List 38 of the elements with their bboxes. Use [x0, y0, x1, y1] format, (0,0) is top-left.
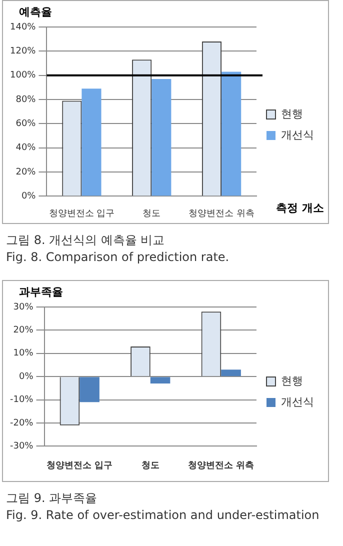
x-tick-label: 청양변전소 입구	[48, 208, 115, 219]
y-tick-label: 120%	[10, 46, 36, 57]
x-tick-label: 청양변전소 위측	[188, 208, 254, 219]
y-axis-title: 과부족율	[19, 285, 63, 298]
legend-label: 현행	[281, 374, 303, 388]
y-tick-label: 30%	[13, 302, 34, 312]
x-tick-label: 청도	[141, 460, 160, 471]
y-tick-label: 140%	[10, 22, 36, 32]
legend-label: 개선식	[281, 128, 314, 142]
bar	[80, 377, 100, 402]
caption: Fig. 8. Comparison of prediction rate.	[6, 249, 230, 266]
x-tick-label: 청양변전소 입구	[46, 460, 113, 471]
y-tick-label: 10%	[13, 348, 34, 359]
y-tick-label: 100%	[10, 70, 36, 81]
y-tick-label: -30%	[10, 442, 34, 452]
caption: 그림 8. 개선식의 예측율 비교	[6, 232, 166, 249]
caption: Fig. 9. Rate of over-estimation and under-estimation	[6, 507, 320, 524]
y-tick-label: 80%	[16, 94, 36, 105]
y-tick-label: 0%	[21, 192, 36, 202]
y-tick-label: 0%	[18, 372, 34, 382]
bar	[221, 370, 241, 376]
bar	[152, 78, 172, 196]
x-axis-title: 측정 개소	[276, 202, 324, 215]
y-tick-label: -10%	[10, 395, 34, 406]
y-tick-label: 40%	[16, 143, 36, 154]
x-tick-label: 청양변전소 위측	[188, 460, 254, 471]
y-tick-label: 20%	[13, 326, 34, 336]
y-tick-label: -20%	[10, 418, 34, 428]
y-tick-label: 20%	[16, 167, 36, 178]
y-axis-title: 예측율	[19, 5, 52, 18]
x-tick-label: 청도	[142, 208, 161, 219]
caption: 그림 9. 과부족율	[6, 490, 98, 507]
bar	[150, 377, 170, 384]
legend-label: 개선식	[281, 395, 314, 408]
y-tick-label: 60%	[16, 119, 36, 130]
legend-label: 현행	[281, 107, 303, 120]
bar	[222, 72, 242, 196]
bar	[82, 88, 102, 196]
